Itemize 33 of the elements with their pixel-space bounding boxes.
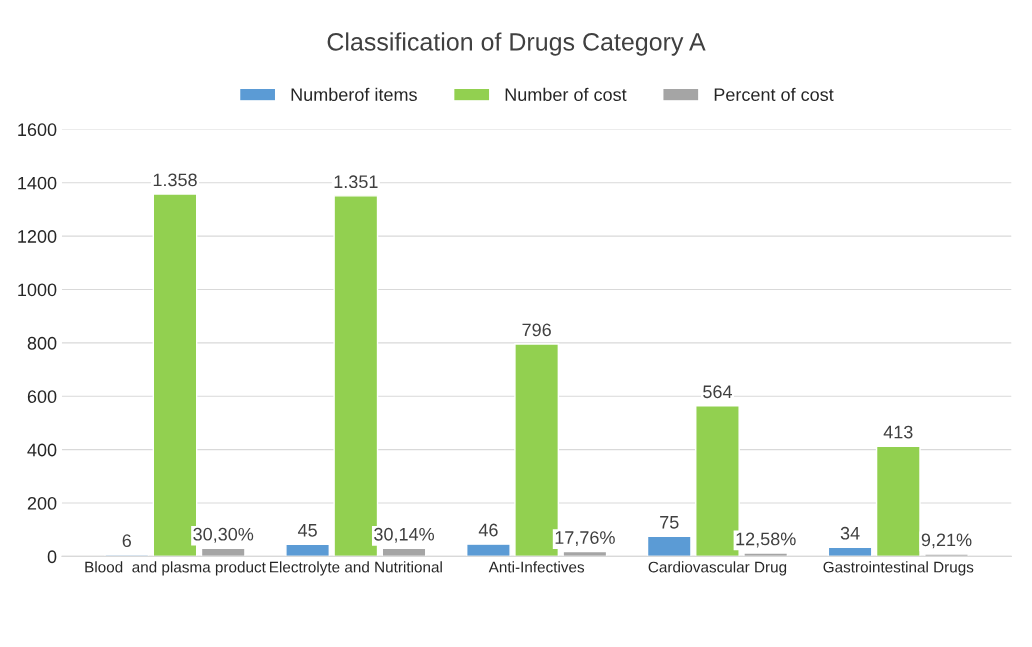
x-tick-label: Electrolyte and Nutritional	[270, 561, 442, 576]
data-label: 34	[840, 526, 860, 540]
chart-title: Classification of Drugs Category A	[327, 32, 706, 56]
data-label: 6	[122, 534, 131, 548]
y-tick-label: 1000	[18, 283, 57, 297]
legend-label: Percent of cost	[714, 87, 834, 102]
data-label: 413	[883, 425, 913, 439]
y-tick-label: 1200	[18, 230, 57, 243]
data-label: 564	[703, 385, 732, 399]
data-label: 17,76%	[555, 531, 615, 547]
y-tick-label: 1400	[18, 176, 57, 190]
data-label: 30,14%	[374, 527, 435, 543]
data-label: 796	[522, 323, 551, 337]
x-tick-label: Cardiovascular Drug	[648, 561, 787, 576]
x-tick-label: Anti-Infectives	[488, 561, 585, 573]
y-tick-label: 800	[27, 336, 57, 350]
y-tick-label: 200	[27, 496, 57, 510]
data-label: 45	[297, 524, 317, 537]
data-label: 12,58%	[736, 532, 796, 548]
x-tick-label: Gastrointestinal Drugs	[823, 561, 974, 576]
y-tick-label: 1600	[18, 123, 57, 137]
y-tick-label: 600	[27, 390, 57, 404]
data-label: 1.358	[153, 173, 197, 187]
data-label: 1.351	[334, 175, 378, 189]
legend-label: Numberof items	[291, 87, 417, 102]
y-tick-label: 0	[47, 550, 57, 564]
data-label: 9,21%	[921, 533, 972, 549]
legend-label: Number of cost	[505, 87, 627, 102]
y-tick-label: 400	[27, 443, 57, 457]
data-label: 75	[660, 516, 679, 529]
data-label: 46	[478, 523, 498, 537]
x-tick-label: Blood and plasma product	[85, 561, 266, 576]
data-label: 30,30%	[193, 527, 254, 543]
